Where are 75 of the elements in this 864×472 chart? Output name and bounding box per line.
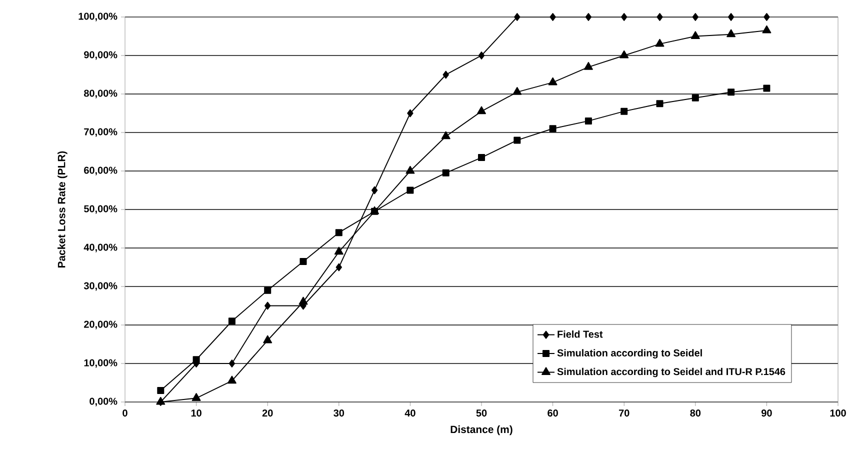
x-tick-label: 50 <box>476 410 487 417</box>
point <box>512 86 522 95</box>
point <box>192 356 200 364</box>
y-tick-label: 20,00% <box>84 320 118 330</box>
point <box>656 12 663 21</box>
point <box>478 154 486 162</box>
point <box>548 77 558 86</box>
x-tick-label: 40 <box>404 410 416 417</box>
point <box>442 70 449 79</box>
y-tick-label: 30,00% <box>84 282 118 291</box>
point <box>584 117 592 124</box>
x-tick-label: 60 <box>548 410 558 417</box>
point <box>514 136 521 144</box>
point <box>514 12 520 21</box>
point <box>584 62 593 70</box>
point <box>157 386 164 394</box>
legend-label: Simulation according to Seidel and ITU-R P.1546 <box>557 368 786 378</box>
point <box>478 51 485 60</box>
point <box>300 258 307 265</box>
y-tick-label: 0,00% <box>90 398 118 406</box>
point <box>692 12 699 21</box>
point <box>228 360 236 368</box>
y-tick-label: 60,00% <box>84 166 118 176</box>
point <box>656 100 664 108</box>
y-axis-title: Packet Loss Rate (PLR) <box>58 151 68 268</box>
point <box>228 318 236 325</box>
point <box>620 108 628 115</box>
point <box>192 393 201 401</box>
point <box>585 12 592 21</box>
y-tick-label: 90,00% <box>84 51 118 60</box>
y-tick-label: 40,00% <box>84 244 118 252</box>
point <box>406 186 414 194</box>
x-tick-label: 20 <box>262 410 273 417</box>
point <box>406 166 415 174</box>
point <box>335 229 342 236</box>
point <box>334 246 344 255</box>
point <box>264 286 272 294</box>
point <box>550 12 556 21</box>
point <box>407 109 414 118</box>
point <box>763 84 770 92</box>
point <box>441 131 450 140</box>
legend-label: Field Test <box>558 330 603 338</box>
point <box>298 296 308 305</box>
y-tick-label: 10,00% <box>84 359 118 368</box>
point <box>690 31 700 40</box>
x-axis-title: Distance (m) <box>450 425 512 436</box>
point <box>692 94 699 102</box>
point <box>442 169 450 176</box>
x-tick-label: 30 <box>334 410 344 417</box>
x-tick-label: 70 <box>618 410 630 417</box>
point <box>477 106 486 114</box>
point <box>728 88 735 96</box>
point <box>371 186 378 194</box>
legend-label: Simulation according to Seidel <box>557 349 702 358</box>
point <box>620 50 629 58</box>
point <box>549 125 556 132</box>
y-tick-label: 50,00% <box>84 205 118 214</box>
y-tick-label: 80,00% <box>84 90 118 98</box>
x-tick-label: 80 <box>690 410 701 417</box>
x-tick-label: 10 <box>191 410 202 417</box>
point <box>762 25 772 34</box>
y-tick-label: 100,00% <box>78 12 118 22</box>
point <box>620 12 628 21</box>
x-tick-label: 100 <box>830 410 846 417</box>
point <box>264 302 271 310</box>
y-tick-label: 70,00% <box>84 128 118 137</box>
point <box>728 12 734 21</box>
x-tick-label: 0 <box>122 410 128 417</box>
point <box>764 12 770 21</box>
point <box>655 38 664 47</box>
x-tick-label: 90 <box>762 410 772 417</box>
point <box>227 376 236 384</box>
point <box>336 263 342 272</box>
point <box>263 335 272 344</box>
point <box>726 29 736 38</box>
